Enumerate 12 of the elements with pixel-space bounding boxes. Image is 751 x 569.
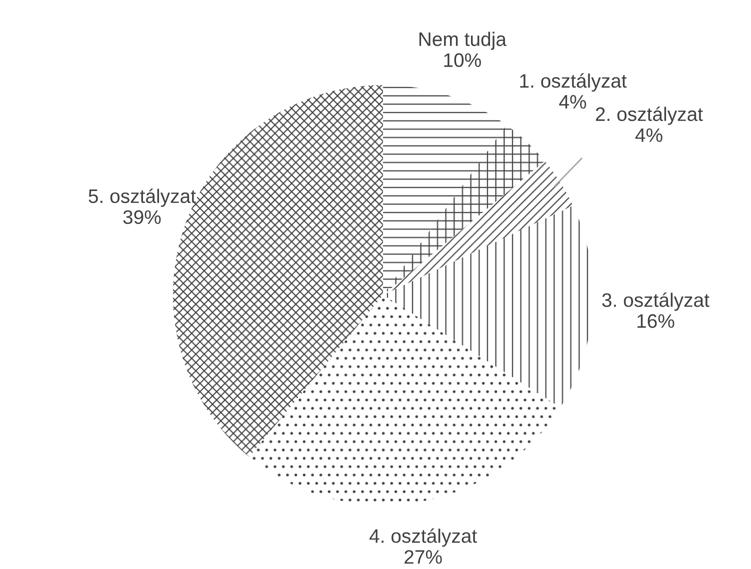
slice-label: Nem tudja [419, 32, 506, 50]
data-label: 16% [637, 314, 674, 328]
data-label: 39% [123, 210, 161, 224]
data-label: 4% [635, 128, 662, 142]
slice-label: 3. osztályzat [602, 292, 710, 311]
slice-label: 1. osztályzat [520, 73, 627, 92]
data-label: 4% [559, 95, 586, 109]
slice-label: 2. osztályzat [596, 106, 703, 125]
data-label: 10% [444, 53, 481, 68]
slice-label: 4. osztályzat [369, 528, 477, 547]
data-label: 27% [404, 550, 442, 564]
slice-label: 5. osztályzat [88, 188, 196, 207]
